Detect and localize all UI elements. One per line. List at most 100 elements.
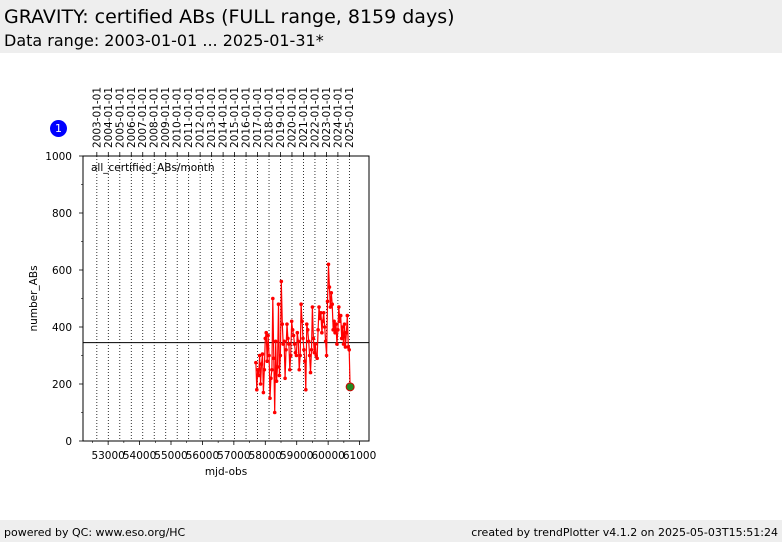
data-point — [332, 319, 336, 324]
data-point — [293, 350, 298, 355]
data-point — [284, 348, 288, 352]
data-point — [297, 367, 302, 372]
date-tick-label: 2015-01-01 — [229, 87, 241, 148]
data-point — [343, 345, 348, 349]
data-point — [338, 313, 343, 318]
data-point — [336, 328, 340, 332]
footer-credit: powered by QC: www.eso.org/HC — [4, 526, 186, 539]
data-point — [327, 285, 332, 289]
data-point — [292, 342, 297, 346]
date-tick-label: 2003-01-01 — [91, 87, 103, 148]
data-point — [306, 339, 311, 344]
y-tick-label: 1000 — [45, 151, 72, 163]
series-points — [254, 262, 352, 415]
data-point — [255, 367, 260, 372]
data-point — [312, 350, 317, 355]
x-tick-label: 57000 — [217, 450, 250, 462]
date-tick-label: 2009-01-01 — [160, 87, 172, 148]
x-tick-label: 53000 — [91, 450, 124, 462]
date-tick-label: 2011-01-01 — [183, 87, 195, 148]
data-point — [259, 362, 264, 366]
data-point — [344, 330, 349, 335]
data-point — [331, 328, 335, 332]
page-subtitle: Data range: 2003-01-01 ... 2025-01-31* — [4, 31, 324, 50]
x-tick-label: 59000 — [280, 450, 313, 462]
y-axis-label: number_ABs — [28, 265, 40, 331]
data-point — [288, 353, 293, 358]
data-point — [256, 373, 261, 378]
x-axis-ticks: 5300054000550005600057000580005900060000… — [91, 441, 376, 462]
data-point — [319, 310, 323, 315]
date-tick-label: 2023-01-01 — [321, 87, 333, 148]
data-point — [271, 296, 275, 301]
data-point — [302, 348, 306, 352]
data-point — [347, 348, 352, 352]
last-point-marker — [345, 382, 355, 392]
data-point — [261, 390, 266, 395]
y-tick-label: 600 — [52, 265, 72, 277]
data-point — [288, 367, 292, 372]
data-point — [280, 322, 285, 326]
x-tick-label: 60000 — [311, 450, 344, 462]
data-point — [283, 376, 287, 381]
date-tick-label: 2012-01-01 — [195, 87, 207, 148]
date-tick-label: 2008-01-01 — [149, 87, 161, 148]
data-point — [295, 330, 300, 335]
date-tick-label: 2025-01-01 — [344, 87, 356, 148]
data-point — [273, 339, 278, 344]
data-point — [320, 330, 324, 335]
data-point — [272, 410, 277, 415]
data-point — [314, 353, 319, 358]
x-tick-label: 55000 — [154, 450, 187, 462]
data-point — [329, 291, 334, 295]
date-tick-label: 2019-01-01 — [275, 87, 287, 148]
data-point — [278, 353, 283, 358]
data-point — [313, 342, 318, 346]
data-point — [308, 370, 313, 375]
data-point — [264, 330, 269, 335]
date-tick-label: 2013-01-01 — [206, 87, 218, 148]
data-point — [304, 387, 308, 392]
data-point — [345, 313, 350, 318]
y-tick-label: 400 — [52, 322, 72, 334]
data-point — [307, 353, 312, 358]
date-tick-label: 2016-01-01 — [241, 87, 253, 148]
data-point — [276, 302, 281, 307]
trend-chart: 2003-01-01 2004-01-01 2005-01-01 2006-01-01… — [28, 87, 376, 478]
data-point — [263, 336, 268, 341]
data-point — [265, 359, 269, 364]
data-point — [294, 353, 299, 358]
x-tick-label: 56000 — [186, 450, 219, 462]
date-tick-label: 2021-01-01 — [298, 87, 310, 148]
data-point — [291, 333, 296, 338]
data-point — [330, 302, 335, 307]
page-title: GRAVITY: certified ABs (FULL range, 8159… — [4, 6, 455, 28]
data-point — [271, 356, 276, 361]
data-point — [305, 328, 310, 332]
data-point — [289, 319, 294, 324]
data-point — [282, 339, 286, 344]
chart-annotation: all_certified_ABs/month — [91, 162, 215, 174]
date-tick-label: 2005-01-01 — [114, 87, 126, 148]
date-tick-label: 2017-01-01 — [252, 87, 264, 148]
data-point — [285, 322, 289, 326]
data-point — [342, 322, 347, 326]
year-grid-lines — [96, 152, 350, 441]
data-point — [301, 336, 305, 341]
data-point — [334, 322, 338, 326]
data-point — [323, 339, 328, 344]
data-point — [290, 328, 295, 332]
data-point — [274, 379, 279, 383]
date-tick-label: 2022-01-01 — [309, 87, 321, 148]
x-tick-label: 61000 — [343, 450, 376, 462]
data-point — [296, 339, 301, 344]
plot-number-badge: 1 — [50, 120, 67, 137]
data-point — [268, 396, 272, 401]
data-point — [335, 342, 339, 346]
data-point — [258, 382, 263, 386]
date-tick-label: 2004-01-01 — [103, 87, 115, 148]
data-point — [337, 305, 341, 309]
data-point — [266, 333, 270, 338]
data-point — [321, 319, 325, 324]
date-tick-label: 2006-01-01 — [126, 87, 138, 148]
